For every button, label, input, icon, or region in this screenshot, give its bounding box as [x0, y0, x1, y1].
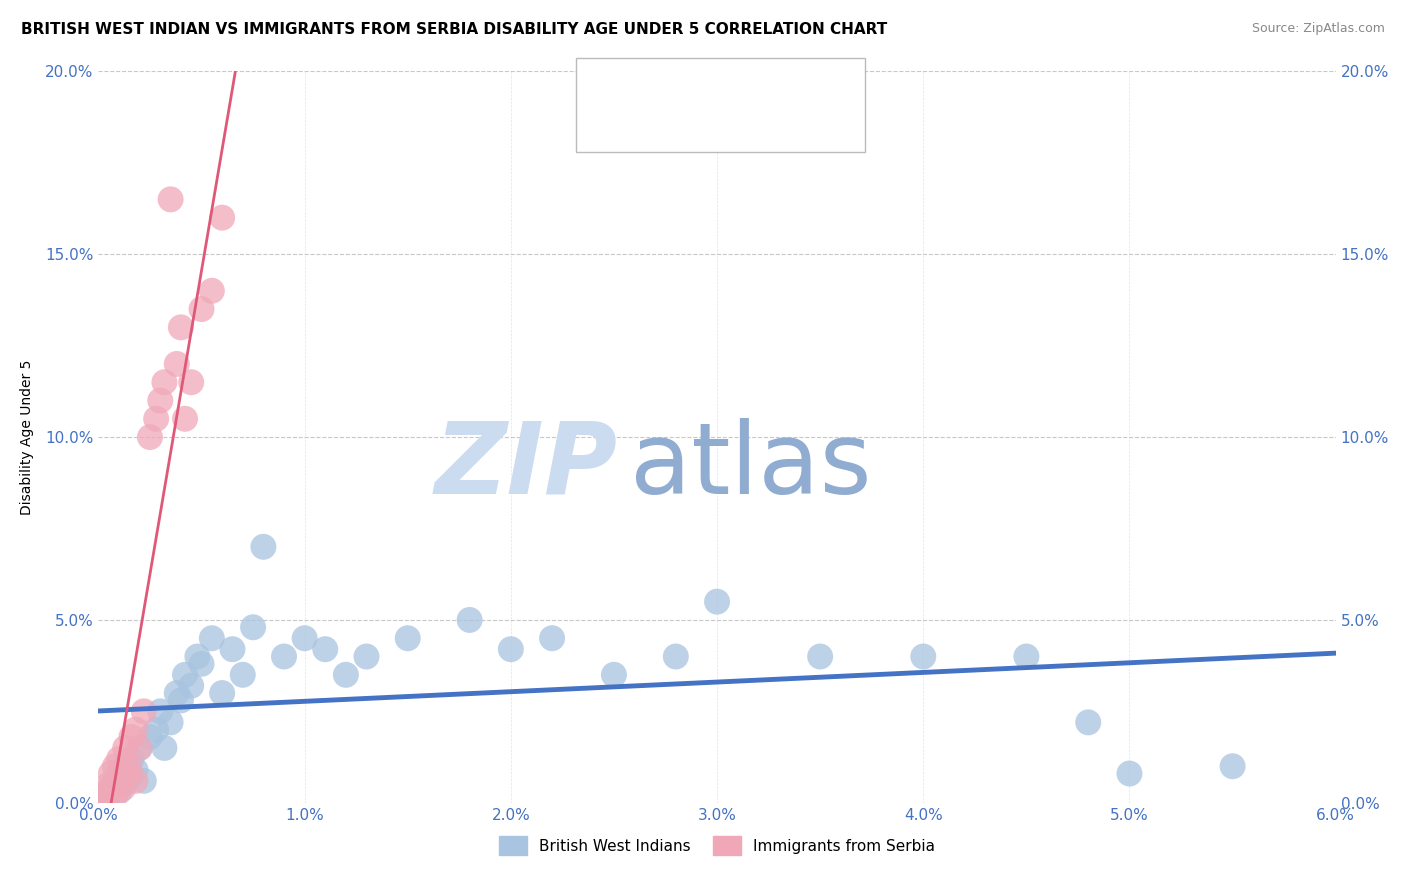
- Point: [145, 412, 167, 426]
- Text: R = -0.088   N = 47: R = -0.088 N = 47: [626, 75, 815, 93]
- Point: [211, 686, 233, 700]
- Point: [114, 740, 136, 755]
- Point: [190, 301, 212, 317]
- Point: [314, 642, 336, 657]
- Point: [273, 649, 295, 664]
- Point: [541, 632, 564, 646]
- Point: [100, 766, 122, 780]
- Point: [1222, 759, 1244, 773]
- Point: [139, 430, 162, 444]
- Text: BRITISH WEST INDIAN VS IMMIGRANTS FROM SERBIA DISABILITY AGE UNDER 5 CORRELATION: BRITISH WEST INDIAN VS IMMIGRANTS FROM S…: [21, 22, 887, 37]
- Point: [159, 192, 181, 206]
- Point: [808, 649, 831, 664]
- Point: [458, 613, 481, 627]
- Point: [124, 763, 146, 777]
- Point: [104, 759, 127, 773]
- Point: [294, 632, 316, 646]
- Point: [180, 375, 202, 389]
- Point: [170, 320, 193, 334]
- Point: [120, 730, 142, 744]
- Point: [108, 752, 131, 766]
- Point: [221, 642, 243, 657]
- Point: [252, 540, 274, 554]
- Point: [124, 773, 146, 788]
- Point: [201, 632, 224, 646]
- Point: [132, 773, 155, 788]
- Point: [603, 667, 626, 681]
- Point: [232, 667, 254, 681]
- Point: [93, 789, 115, 803]
- Point: [128, 740, 150, 755]
- Point: [118, 766, 141, 780]
- Point: [149, 393, 172, 408]
- Point: [912, 649, 935, 664]
- Point: [108, 785, 131, 799]
- Point: [96, 785, 118, 799]
- Point: [1118, 766, 1140, 780]
- Point: [211, 211, 233, 225]
- Text: Source: ZipAtlas.com: Source: ZipAtlas.com: [1251, 22, 1385, 36]
- Point: [118, 759, 141, 773]
- Point: [100, 785, 122, 799]
- Point: [139, 730, 162, 744]
- Point: [124, 723, 146, 737]
- Point: [499, 642, 522, 657]
- Y-axis label: Disability Age Under 5: Disability Age Under 5: [20, 359, 34, 515]
- Text: R =  0.833   N = 34: R = 0.833 N = 34: [626, 126, 815, 144]
- Point: [396, 632, 419, 646]
- Point: [1015, 649, 1038, 664]
- Point: [120, 752, 142, 766]
- Point: [1077, 715, 1099, 730]
- Point: [159, 715, 181, 730]
- Point: [101, 781, 124, 796]
- Point: [114, 759, 136, 773]
- Point: [706, 594, 728, 608]
- Point: [190, 657, 212, 671]
- Text: atlas: atlas: [630, 417, 872, 515]
- Point: [132, 705, 155, 719]
- Point: [170, 693, 193, 707]
- Point: [105, 773, 128, 788]
- Point: [108, 766, 131, 780]
- Point: [166, 357, 188, 371]
- Text: ZIP: ZIP: [434, 417, 619, 515]
- Point: [145, 723, 167, 737]
- Point: [186, 649, 208, 664]
- Point: [97, 778, 120, 792]
- Point: [166, 686, 188, 700]
- Point: [101, 781, 124, 796]
- Legend: British West Indians, Immigrants from Serbia: British West Indians, Immigrants from Se…: [494, 830, 941, 861]
- Point: [356, 649, 378, 664]
- Point: [112, 781, 135, 796]
- Point: [128, 740, 150, 755]
- Point: [104, 789, 127, 803]
- Point: [153, 375, 176, 389]
- Point: [665, 649, 688, 664]
- Point: [174, 412, 197, 426]
- Point: [180, 679, 202, 693]
- Point: [174, 667, 197, 681]
- Point: [112, 763, 135, 777]
- Point: [201, 284, 224, 298]
- Point: [97, 789, 120, 803]
- Point: [118, 770, 141, 784]
- Point: [112, 778, 135, 792]
- Point: [91, 792, 114, 806]
- Point: [149, 705, 172, 719]
- Point: [153, 740, 176, 755]
- Point: [335, 667, 357, 681]
- Point: [104, 773, 127, 788]
- Point: [242, 620, 264, 634]
- Point: [108, 778, 131, 792]
